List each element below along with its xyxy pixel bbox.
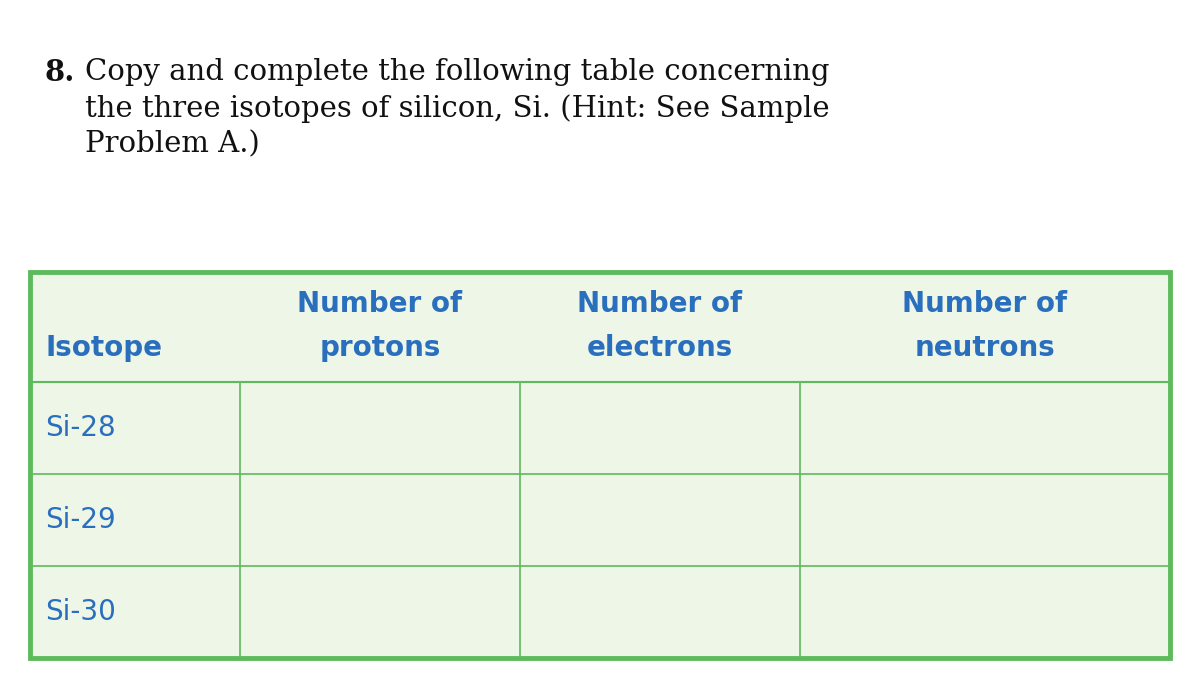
Text: Problem A.): Problem A.) <box>85 130 259 158</box>
Text: Number of: Number of <box>298 290 462 318</box>
Text: Number of: Number of <box>902 290 1068 318</box>
Text: Number of: Number of <box>577 290 743 318</box>
Text: neutrons: neutrons <box>914 334 1055 362</box>
Text: Isotope: Isotope <box>46 334 162 362</box>
Text: Si-30: Si-30 <box>46 598 116 626</box>
Text: electrons: electrons <box>587 334 733 362</box>
Text: the three isotopes of silicon, Si. (Hint: See Sample: the three isotopes of silicon, Si. (Hint… <box>85 94 829 123</box>
Text: Si-29: Si-29 <box>46 506 115 534</box>
Text: Copy and complete the following table concerning: Copy and complete the following table co… <box>85 58 829 86</box>
Text: 8.: 8. <box>46 58 76 87</box>
Bar <box>30 272 1170 658</box>
Text: protons: protons <box>319 334 440 362</box>
Text: Si-28: Si-28 <box>46 414 115 442</box>
